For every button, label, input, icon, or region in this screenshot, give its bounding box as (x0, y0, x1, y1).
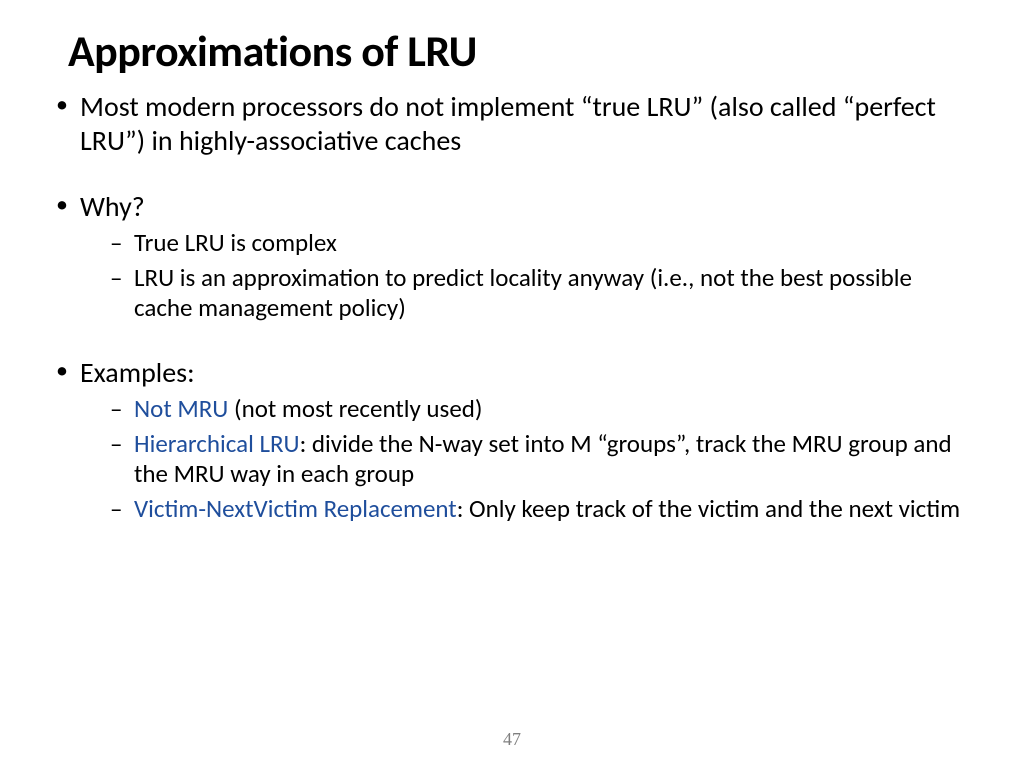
bullet-3-sub-2-highlight: Hierarchical LRU (134, 428, 300, 459)
page-number: 47 (0, 729, 1024, 750)
bullet-3-sub-2: Hierarchical LRU: divide the N-way set i… (80, 429, 974, 490)
bullet-3-text: Examples: (80, 355, 195, 390)
bullet-3-sub-1-rest: (not most recently used) (234, 393, 483, 424)
bullet-3-sub-3: Victim-NextVictim Replacement: Only keep… (80, 494, 974, 525)
slide: Approximations of LRU Most modern proces… (0, 0, 1024, 768)
bullet-3-sub-3-highlight: Victim-NextVictim Replacement (134, 493, 457, 524)
bullet-2-sub-1: True LRU is complex (80, 228, 974, 259)
bullet-3: Examples: Not MRU (not most recently use… (50, 356, 974, 524)
bullet-list: Most modern processors do not implement … (50, 90, 974, 524)
bullet-2-text: Why? (80, 189, 145, 224)
bullet-2: Why? True LRU is complex LRU is an appro… (50, 190, 974, 324)
slide-title: Approximations of LRU (68, 24, 974, 78)
bullet-2-sublist: True LRU is complex LRU is an approximat… (80, 228, 974, 324)
bullet-3-sub-1-highlight: Not MRU (134, 393, 234, 424)
bullet-1: Most modern processors do not implement … (50, 90, 974, 158)
bullet-3-sub-1: Not MRU (not most recently used) (80, 394, 974, 425)
bullet-2-sub-1-text: True LRU is complex (134, 227, 337, 258)
bullet-3-sublist: Not MRU (not most recently used) Hierarc… (80, 394, 974, 524)
bullet-1-text: Most modern processors do not implement … (80, 89, 936, 158)
bullet-2-sub-2-text: LRU is an approximation to predict local… (134, 262, 912, 324)
bullet-3-sub-3-rest: : Only keep track of the victim and the … (457, 493, 960, 524)
bullet-2-sub-2: LRU is an approximation to predict local… (80, 263, 974, 324)
